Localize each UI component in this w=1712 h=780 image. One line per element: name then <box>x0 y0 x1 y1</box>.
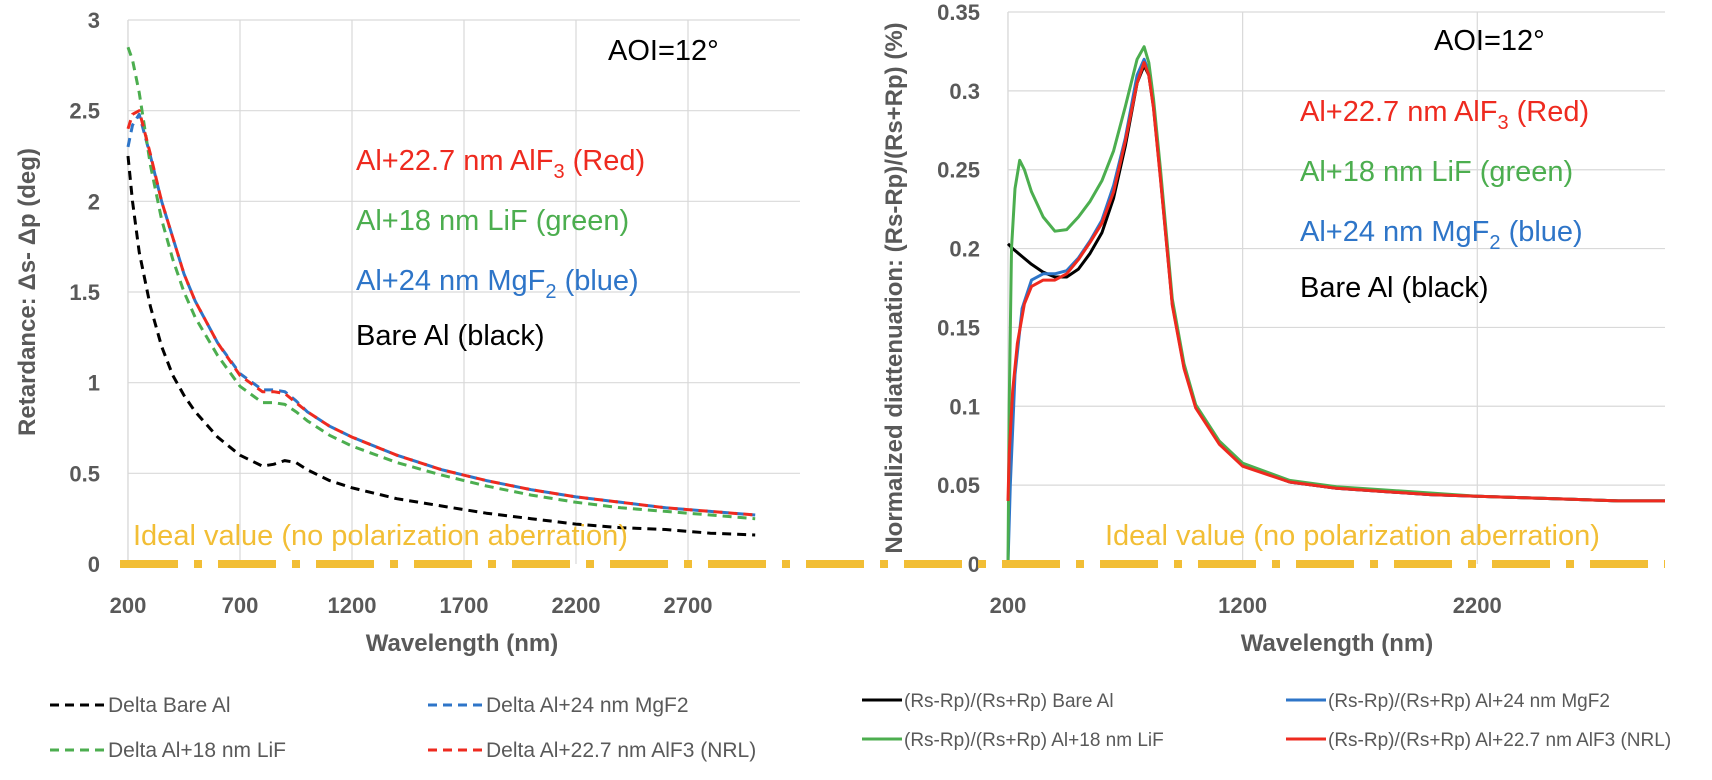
y-tick-label: 0.35 <box>937 0 980 25</box>
legend-item: (Rs-Rp)/(Rs+Rp) Al+22.7 nm AlF3 (NRL) <box>1286 730 1671 751</box>
legend-label: Delta Al+24 nm MgF2 <box>486 694 689 717</box>
x-axis-title: Wavelength (nm) <box>1241 630 1433 657</box>
ideal-value-annotation: Ideal value (no polarization aberration) <box>133 520 628 552</box>
y-axis-title: Normalized diattenuation: (Rs-Rp)/(Rs+Rp… <box>881 22 908 553</box>
ideal-value-annotation: Ideal value (no polarization aberration) <box>1105 520 1600 552</box>
series-line-green <box>1006 45 1665 565</box>
x-tick-label: 200 <box>110 593 147 618</box>
y-tick-label: 0.2 <box>949 237 980 262</box>
annotation-blue: Al+24 nm MgF2 (blue) <box>1300 216 1583 254</box>
x-tick-label: 1200 <box>1218 593 1267 618</box>
x-tick-label: 700 <box>222 593 259 618</box>
aoi-annotation: AOI=12° <box>1434 25 1545 57</box>
series-line-red <box>1006 61 1665 503</box>
y-tick-label: 0.25 <box>937 158 980 183</box>
series-line-red <box>126 109 756 517</box>
annotation-red: Al+22.7 nm AlF3 (Red) <box>1300 96 1589 134</box>
y-tick-label: 1 <box>88 371 100 396</box>
chart-panel-2: 0 0.05 0.1 0.15 0.2 0.25 0.3 0.35 200 1200 2200 Wav… <box>862 0 1671 751</box>
legend-item: Delta Al+24 nm MgF2 <box>428 694 689 717</box>
y-tick-label: 2 <box>88 189 100 214</box>
series-line-black <box>126 155 756 537</box>
y-tick-label: 0 <box>88 552 100 577</box>
legend-label: Delta Al+22.7 nm AlF3 (NRL) <box>486 739 756 762</box>
y-tick-label: 3 <box>88 8 100 33</box>
legend-item: Delta Bare Al <box>50 694 231 717</box>
y-tick-label: 0.05 <box>937 473 980 498</box>
x-tick-label: 2200 <box>1453 593 1502 618</box>
annotation-green: Al+18 nm LiF (green) <box>1300 156 1573 188</box>
x-tick-label: 1700 <box>440 593 489 618</box>
x-tick-label: 200 <box>990 593 1027 618</box>
legend-label: (Rs-Rp)/(Rs+Rp) Bare Al <box>904 691 1114 712</box>
annotation-black: Bare Al (black) <box>356 320 545 352</box>
annotation-red: Al+22.7 nm AlF3 (Red) <box>356 145 645 183</box>
y-tick-label: 1.5 <box>69 280 100 305</box>
y-tick-label: 0.15 <box>937 315 980 340</box>
x-tick-label: 1200 <box>328 593 377 618</box>
legend-label: (Rs-Rp)/(Rs+Rp) Al+24 nm MgF2 <box>1328 691 1610 712</box>
y-tick-label: 0.3 <box>949 79 980 104</box>
legend-label: (Rs-Rp)/(Rs+Rp) Al+22.7 nm AlF3 (NRL) <box>1328 730 1671 751</box>
legend-label: Delta Al+18 nm LiF <box>108 739 286 762</box>
annotation-black: Bare Al (black) <box>1300 272 1489 304</box>
y-tick-label: 0.5 <box>69 461 100 486</box>
legend-item: (Rs-Rp)/(Rs+Rp) Al+24 nm MgF2 <box>1286 691 1610 712</box>
legend-item: (Rs-Rp)/(Rs+Rp) Al+18 nm LiF <box>862 730 1164 751</box>
y-tick-label: 2.5 <box>69 99 100 124</box>
y-tick-label: 0 <box>968 552 980 577</box>
annotation-green: Al+18 nm LiF (green) <box>356 205 629 237</box>
series-line-green <box>126 46 756 521</box>
legend-label: Delta Bare Al <box>108 694 231 717</box>
y-axis-title: Retardance: Δs- Δp (deg) <box>14 148 41 436</box>
y-tick-label: 0.1 <box>949 394 980 419</box>
legend-item: Delta Al+18 nm LiF <box>50 739 286 762</box>
chart-panel-1: 0 0.5 1 1.5 2 2.5 3 200 700 1200 1700 2200 2700 Wavel… <box>14 8 800 762</box>
annotation-blue: Al+24 nm MgF2 (blue) <box>356 265 639 303</box>
x-tick-label: 2700 <box>664 593 713 618</box>
legend-label: (Rs-Rp)/(Rs+Rp) Al+18 nm LiF <box>904 730 1164 751</box>
aoi-annotation: AOI=12° <box>608 35 719 67</box>
x-tick-label: 2200 <box>552 593 601 618</box>
legend-item: Delta Al+22.7 nm AlF3 (NRL) <box>428 739 756 762</box>
legend-item: (Rs-Rp)/(Rs+Rp) Bare Al <box>862 691 1114 712</box>
x-axis-title: Wavelength (nm) <box>366 630 558 657</box>
